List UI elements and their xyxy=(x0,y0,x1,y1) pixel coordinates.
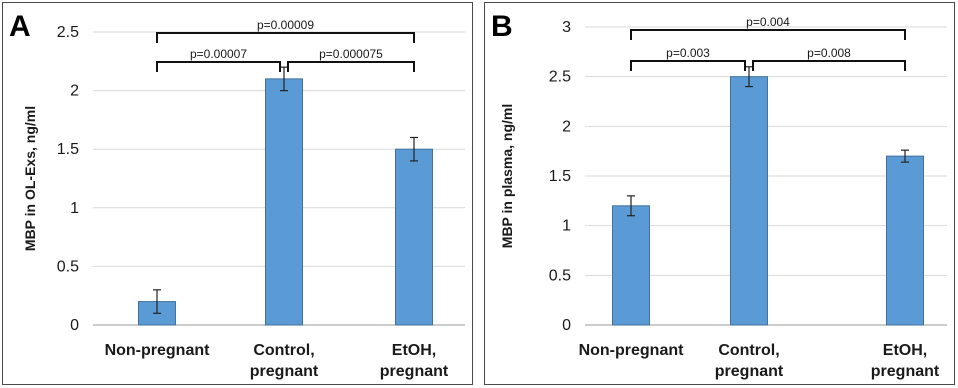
significance-bracket xyxy=(287,61,415,72)
y-tick-label: 0 xyxy=(70,317,79,334)
p-value-label: p=0.008 xyxy=(807,46,851,60)
category-label: pregnant xyxy=(871,363,940,380)
p-value-label: p=0.004 xyxy=(746,15,790,29)
y-tick-label: 0.5 xyxy=(549,267,571,284)
significance-bracket xyxy=(752,60,906,71)
category-label: pregnant xyxy=(715,363,784,380)
category-label: Non-pregnant xyxy=(105,342,211,359)
y-axis-title: MBP in OL-Exs, ng/ml xyxy=(22,106,38,251)
significance-bracket xyxy=(630,29,906,40)
bar xyxy=(886,155,924,326)
p-value-label: p=0.000075 xyxy=(319,47,383,61)
y-tick-label: 0 xyxy=(562,317,571,334)
category-label: Control, xyxy=(253,342,314,359)
p-value-label: p=0.00009 xyxy=(257,18,314,32)
chart-a-svg: 0 0.5 1 1.5 2 2.5 Non-pregnant Control, pregnant… xyxy=(9,10,465,380)
y-tick-label: 0.5 xyxy=(57,258,79,275)
y-tick-label: 1 xyxy=(562,218,571,235)
chart-panel-b: 0 0.5 1 1.5 2 2.5 3 Non-pregnant Control, pregnan… xyxy=(484,2,955,385)
y-tick-label: 3 xyxy=(562,19,571,36)
bar xyxy=(265,78,303,326)
category-label: Control, xyxy=(718,342,779,359)
panel-letter: B xyxy=(491,10,513,43)
panel-letter: A xyxy=(9,10,31,43)
significance-bracket xyxy=(156,32,415,43)
p-value-label: p=0.00007 xyxy=(190,47,247,61)
category-label: Non-pregnant xyxy=(579,342,685,359)
y-tick-label: 2 xyxy=(70,83,79,100)
category-label: pregnant xyxy=(380,363,449,380)
bar xyxy=(612,205,650,326)
chart-b-svg: 0 0.5 1 1.5 2 2.5 3 Non-pregnant Control, pregnan… xyxy=(491,10,947,380)
category-label: EtOH, xyxy=(392,342,436,359)
p-value-label: p=0.003 xyxy=(666,46,710,60)
y-tick-label: 2.5 xyxy=(549,69,571,86)
y-tick-label: 1.5 xyxy=(57,141,79,158)
y-axis-title: MBP in plasma, ng/ml xyxy=(499,104,515,248)
significance-bracket xyxy=(156,61,281,72)
bar xyxy=(395,148,433,326)
bar xyxy=(730,76,768,326)
y-tick-label: 1 xyxy=(70,200,79,217)
y-tick-label: 1.5 xyxy=(549,168,571,185)
significance-bracket xyxy=(630,60,746,71)
category-label: EtOH, xyxy=(883,342,927,359)
y-tick-label: 2.5 xyxy=(57,24,79,41)
y-tick-label: 2 xyxy=(562,118,571,135)
category-label: pregnant xyxy=(250,363,319,380)
chart-panel-a: 0 0.5 1 1.5 2 2.5 Non-pregnant Control, pregnant… xyxy=(2,2,473,385)
